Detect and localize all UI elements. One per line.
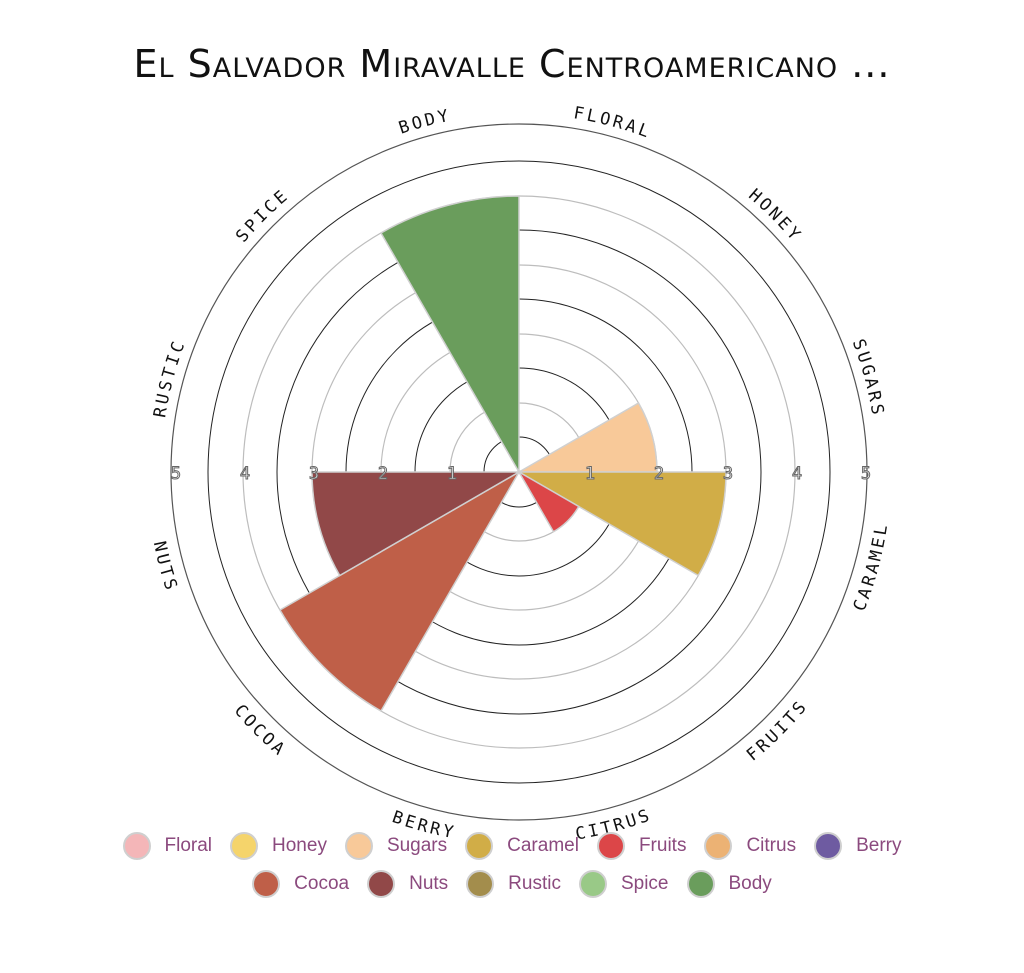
legend-item-nuts[interactable]: Nuts: [367, 870, 448, 898]
radial-tick-1-right: 1: [585, 464, 595, 484]
legend-item-fruits[interactable]: Fruits: [596, 832, 687, 860]
legend-swatch: [704, 832, 733, 860]
category-label-caramel: CARAMEL: [850, 521, 893, 614]
legend-item-sugars[interactable]: Sugars: [344, 832, 448, 860]
legend-label: Sugars: [386, 835, 448, 856]
legend-label: Nuts: [409, 873, 449, 894]
legend-row: Floral Honey Sugars Caramel Fruits Citrus Berr…: [0, 832, 1024, 860]
legend-label: Rustic: [508, 873, 561, 894]
legend-item-cocoa[interactable]: Cocoa: [252, 870, 349, 898]
radial-tick-5-right: 5: [861, 464, 871, 484]
legend-swatch: [814, 832, 843, 860]
legend-label: Body: [728, 873, 772, 894]
radial-tick-5-left: 5: [171, 464, 181, 484]
legend-swatch: [230, 832, 259, 860]
legend-label: Citrus: [746, 835, 797, 856]
legend-swatch: [344, 832, 373, 860]
radial-tick-1-left: 1: [447, 464, 457, 484]
legend-label: Honey: [272, 835, 327, 856]
legend-item-body[interactable]: Body: [686, 870, 772, 898]
legend-swatch: [465, 832, 494, 860]
category-label-nuts: NUTS: [149, 539, 182, 595]
radial-tick-2-right: 2: [654, 464, 664, 484]
outer-ring: [170, 123, 868, 821]
legend-label: Caramel: [507, 835, 579, 856]
radial-tick-3-left: 3: [309, 464, 319, 484]
legend-label: Cocoa: [294, 873, 350, 894]
legend-label: Fruits: [638, 835, 687, 856]
legend-swatch: [686, 870, 715, 898]
legend-swatch: [596, 832, 625, 860]
legend-label: Spice: [620, 873, 669, 894]
sector-fruits[interactable]: [516, 469, 580, 533]
legend-swatch: [466, 870, 495, 898]
legend-label: Floral: [164, 835, 213, 856]
legend-label: Berry: [856, 835, 902, 856]
legend-item-honey[interactable]: Honey: [230, 832, 327, 860]
data-sectors: [278, 195, 727, 713]
category-label-cocoa: COCOA: [230, 701, 290, 761]
legend-item-rustic[interactable]: Rustic: [466, 870, 561, 898]
legend-swatch: [578, 870, 607, 898]
legend-swatch: [367, 870, 396, 898]
sector-sugars[interactable]: [516, 401, 658, 473]
sector-body[interactable]: [379, 195, 520, 475]
category-label-spice: SPICE: [232, 185, 293, 246]
category-label-honey: HONEY: [744, 185, 805, 246]
radial-tick-2-left: 2: [378, 464, 388, 484]
category-label-body: BODY: [396, 106, 453, 139]
legend-item-citrus[interactable]: Citrus: [704, 832, 796, 860]
radial-tick-4-left: 4: [240, 464, 250, 484]
legend-item-floral[interactable]: Floral: [122, 832, 213, 860]
legend-item-caramel[interactable]: Caramel: [465, 832, 579, 860]
sector-cocoa[interactable]: [278, 469, 522, 713]
radial-tick-labels: 1 1 2 2 3 3 4 4 5 5: [170, 464, 871, 485]
category-label-fruits: FRUITS: [743, 696, 813, 766]
grid-ring: [207, 160, 831, 784]
radial-tick-3-right: 3: [723, 464, 733, 484]
legend-row: Cocoa Nuts Rustic Spice Body: [0, 870, 1024, 898]
sector-caramel[interactable]: [516, 471, 727, 577]
legend: Floral Honey Sugars Caramel Fruits Citrus Berr…: [0, 832, 1024, 908]
radial-tick-4-right: 4: [792, 464, 802, 484]
sector-nuts[interactable]: [311, 471, 522, 577]
legend-item-spice[interactable]: Spice: [578, 870, 669, 898]
legend-item-berry[interactable]: Berry: [814, 832, 901, 860]
legend-swatch: [252, 870, 281, 898]
legend-swatch: [122, 832, 151, 860]
chart-title: El Salvador Miravalle Centroamericano ..…: [133, 42, 891, 86]
